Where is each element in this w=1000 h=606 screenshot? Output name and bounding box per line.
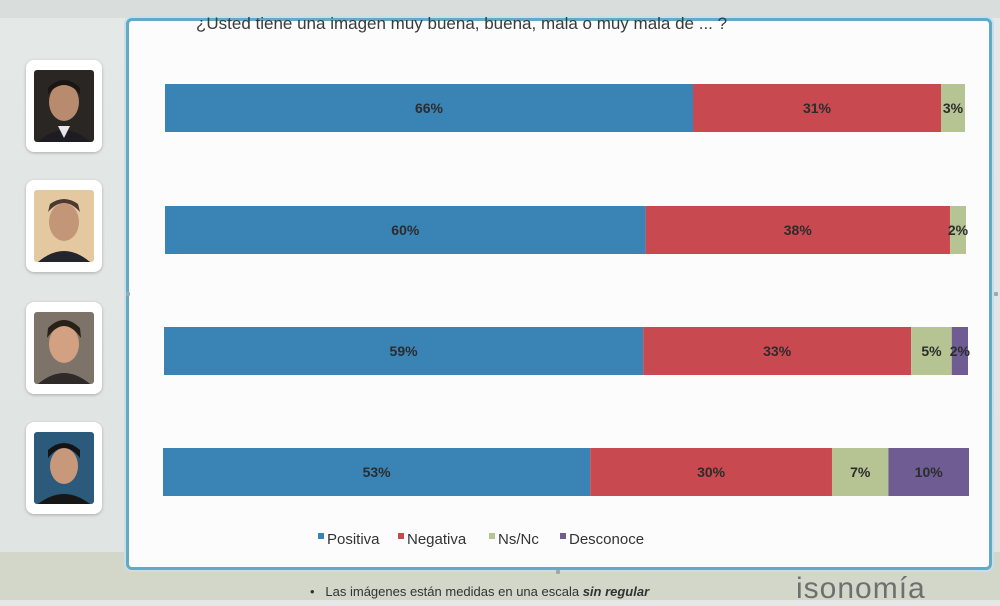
footnote-text: Las imágenes están medidas en una escala <box>325 584 583 599</box>
bar-positiva-1 <box>165 84 693 132</box>
bar-nsnc-1 <box>941 84 965 132</box>
frame-resize-handle-left[interactable] <box>126 292 130 296</box>
legend-label-desconoce: Desconoce <box>569 531 644 548</box>
bar-nsnc-2 <box>949 206 966 254</box>
data-label-negativa-1: 31% <box>803 100 832 116</box>
data-label-negativa-3: 33% <box>763 343 792 359</box>
legend-label-positiva: Positiva <box>327 531 380 548</box>
bar-negativa-3 <box>643 327 912 375</box>
legend-label-negativa: Negativa <box>407 531 467 548</box>
avatar-4 <box>26 422 102 514</box>
data-label-nsnc-3: 5% <box>921 343 942 359</box>
avatar-2 <box>26 180 102 272</box>
top-strip <box>0 0 1000 18</box>
frame-resize-handle-right[interactable] <box>994 292 998 296</box>
legend-swatch-positiva <box>318 533 324 539</box>
data-label-desconoce-4: 10% <box>915 464 944 480</box>
bar-positiva-3 <box>164 327 644 375</box>
bar-positiva-2 <box>165 206 646 254</box>
data-label-nsnc-2: 2% <box>948 222 969 238</box>
bar-negativa-4 <box>590 448 832 496</box>
legend-label-nsnc: Ns/Nc <box>498 531 539 548</box>
bar-negativa-1 <box>693 84 941 132</box>
chart-title: ¿Usted tiene una imagen muy buena, buena… <box>196 14 728 33</box>
bar-desconoce-3 <box>951 327 968 375</box>
bar-negativa-2 <box>645 206 950 254</box>
bar-desconoce-4 <box>888 448 969 496</box>
data-label-positiva-3: 59% <box>390 343 419 359</box>
legend-swatch-desconoce <box>560 533 566 539</box>
legend-swatch-nsnc <box>489 533 495 539</box>
bar-positiva-4 <box>163 448 591 496</box>
person-portrait-3 <box>34 312 94 384</box>
data-label-positiva-4: 53% <box>363 464 392 480</box>
person-portrait-4 <box>34 432 94 504</box>
footnote-emphasis: sin regular <box>582 584 650 599</box>
bar-nsnc-3 <box>911 327 952 375</box>
person-portrait-1 <box>34 70 94 142</box>
footnote: • Las imágenes están medidas en una esca… <box>310 584 649 599</box>
data-label-negativa-4: 30% <box>697 464 726 480</box>
person-portrait-2 <box>34 190 94 262</box>
data-label-positiva-2: 60% <box>391 222 420 238</box>
data-label-nsnc-1: 3% <box>943 100 964 116</box>
data-label-nsnc-4: 7% <box>850 464 871 480</box>
brand-logo: isonomía <box>796 572 926 605</box>
footnote-bullet: • <box>310 584 315 599</box>
data-label-desconoce-3: 2% <box>950 343 971 359</box>
legend-swatch-negativa <box>398 533 404 539</box>
frame-resize-handle-bottom[interactable] <box>556 570 560 574</box>
avatar-1 <box>26 60 102 152</box>
bar-nsnc-4 <box>831 448 889 496</box>
data-label-positiva-1: 66% <box>415 100 444 116</box>
avatar-3 <box>26 302 102 394</box>
data-label-negativa-2: 38% <box>784 222 813 238</box>
